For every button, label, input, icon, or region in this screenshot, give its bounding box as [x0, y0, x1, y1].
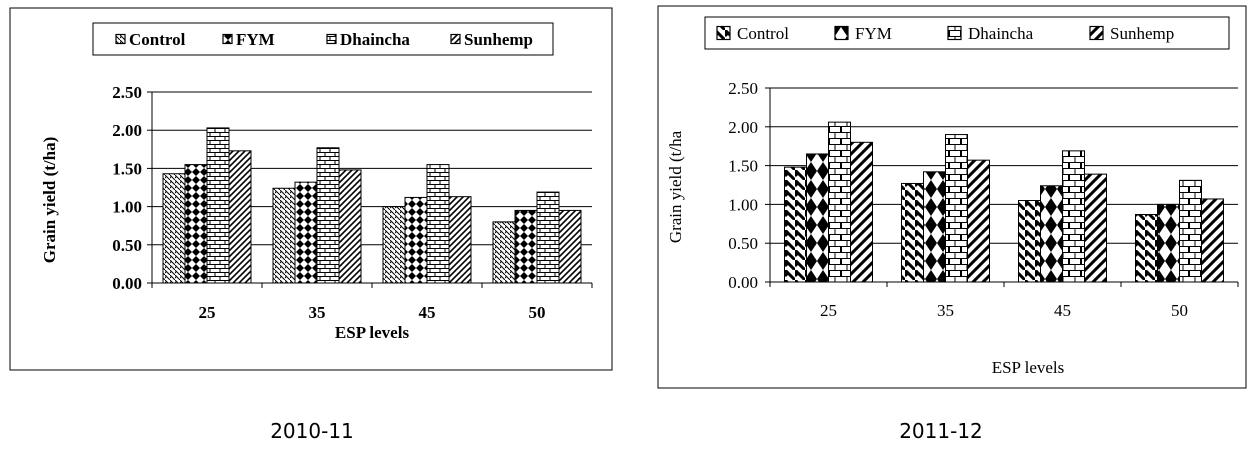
- x-tick-label: 25: [820, 301, 837, 320]
- bar-fym-25: [806, 153, 829, 283]
- legend-swatch-sunhemp: [1089, 25, 1104, 41]
- legend-label-dhaincha: Dhaincha: [968, 24, 1034, 43]
- y-tick-label: 2.50: [112, 83, 142, 102]
- x-tick-label: 35: [937, 301, 954, 320]
- bar-control-35: [901, 182, 924, 283]
- bar-fym-45: [1040, 185, 1063, 283]
- bar-dhaincha-35: [316, 147, 340, 284]
- bar-control-25: [162, 173, 186, 284]
- bar-chart-2011-12: Control FYM Dhaincha Sunhemp 0.00 0.50 1.00 1.…: [657, 5, 1247, 443]
- chart-caption: 2011-12: [899, 419, 983, 443]
- legend-swatch-dhaincha: [947, 25, 962, 41]
- bar-sunhemp-50: [1201, 198, 1224, 283]
- y-tick-label: 0.00: [728, 273, 758, 292]
- x-tick-label: 35: [309, 303, 326, 322]
- legend-label-sunhemp: Sunhemp: [464, 30, 533, 49]
- y-tick-label: 0.50: [112, 236, 142, 255]
- bar-control-45: [1018, 200, 1041, 283]
- y-tick-label: 2.50: [728, 79, 758, 98]
- bar-control-35: [272, 187, 296, 284]
- bar-sunhemp-50: [558, 209, 582, 284]
- legend: Control FYM Dhaincha Sunhemp: [115, 30, 533, 49]
- legend-label-control: Control: [737, 24, 789, 43]
- legend-label-control: Control: [129, 30, 186, 49]
- bar-dhaincha-45: [426, 164, 450, 284]
- legend-swatch-fym: [222, 33, 233, 45]
- bar-dhaincha-35: [945, 134, 968, 283]
- y-tick-label: 2.00: [728, 118, 758, 137]
- legend-swatch-fym: [834, 25, 849, 41]
- bar-fym-50: [1157, 203, 1180, 283]
- x-tick-label: 25: [199, 303, 216, 322]
- x-tick-label: 50: [529, 303, 546, 322]
- legend-box: [704, 16, 1230, 50]
- legend-swatch-sunhemp: [450, 33, 461, 45]
- legend-label-dhaincha: Dhaincha: [340, 30, 410, 49]
- bar-control-45: [382, 206, 406, 284]
- legend-swatch-control: [716, 25, 731, 41]
- bar-sunhemp-25: [850, 141, 873, 283]
- bar-sunhemp-25: [228, 150, 252, 284]
- legend-label-fym: FYM: [236, 30, 275, 49]
- bar-fym-45: [404, 196, 428, 284]
- bar-control-50: [1135, 213, 1158, 283]
- bar-dhaincha-45: [1062, 150, 1085, 283]
- bar-dhaincha-50: [1179, 179, 1202, 283]
- x-tick-label: 50: [1171, 301, 1188, 320]
- bar-dhaincha-50: [536, 191, 560, 284]
- y-tick-label: 0.00: [112, 274, 142, 293]
- y-tick-label: 0.50: [728, 234, 758, 253]
- bars: [784, 121, 1224, 283]
- chart-caption: 2010-11: [270, 419, 354, 443]
- x-axis-title: ESP levels: [335, 323, 410, 342]
- x-tick-label: 45: [1054, 301, 1071, 320]
- axes: 0.00 0.50 1.00 1.50 2.00 2.50 25 35 45 50: [728, 79, 1239, 320]
- y-axis-title: Grain yield (t/ha: [666, 130, 685, 243]
- chart-panel-2010-11: Control FYM Dhaincha Sunhemp 0.00 0.50 1.00 1.…: [0, 0, 625, 445]
- bar-sunhemp-45: [448, 196, 472, 284]
- bar-dhaincha-25: [828, 121, 851, 283]
- axes: 0.00 0.50 1.00 1.50 2.00 2.50 25 35 45 50: [112, 83, 593, 322]
- x-axis-title: ESP levels: [992, 358, 1065, 377]
- bar-fym-35: [923, 171, 946, 283]
- bar-fym-25: [184, 164, 208, 284]
- legend-swatch-dhaincha: [326, 33, 337, 45]
- bar-sunhemp-45: [1084, 173, 1107, 283]
- legend-label-fym: FYM: [855, 24, 892, 43]
- legend: Control FYM Dhaincha Sunhemp: [716, 24, 1174, 43]
- bar-chart-2010-11: Control FYM Dhaincha Sunhemp 0.00 0.50 1.00 1.…: [9, 7, 613, 443]
- legend-label-sunhemp: Sunhemp: [1110, 24, 1174, 43]
- legend-swatch-control: [115, 33, 126, 45]
- bar-sunhemp-35: [338, 169, 362, 284]
- bar-fym-50: [514, 209, 538, 284]
- y-tick-label: 2.00: [112, 121, 142, 140]
- bar-control-50: [492, 221, 516, 284]
- bar-dhaincha-25: [206, 127, 230, 284]
- y-tick-label: 1.00: [728, 195, 758, 214]
- bar-control-25: [784, 166, 807, 283]
- y-axis-title: Grain yield (t/ha): [40, 137, 59, 264]
- y-tick-label: 1.00: [112, 198, 142, 217]
- y-tick-label: 1.50: [112, 159, 142, 178]
- y-tick-label: 1.50: [728, 157, 758, 176]
- x-tick-label: 45: [419, 303, 436, 322]
- chart-panel-2011-12: Control FYM Dhaincha Sunhemp 0.00 0.50 1.00 1.…: [625, 0, 1250, 445]
- bar-sunhemp-35: [967, 159, 990, 283]
- bar-fym-35: [294, 181, 318, 284]
- legend-box: [92, 22, 554, 56]
